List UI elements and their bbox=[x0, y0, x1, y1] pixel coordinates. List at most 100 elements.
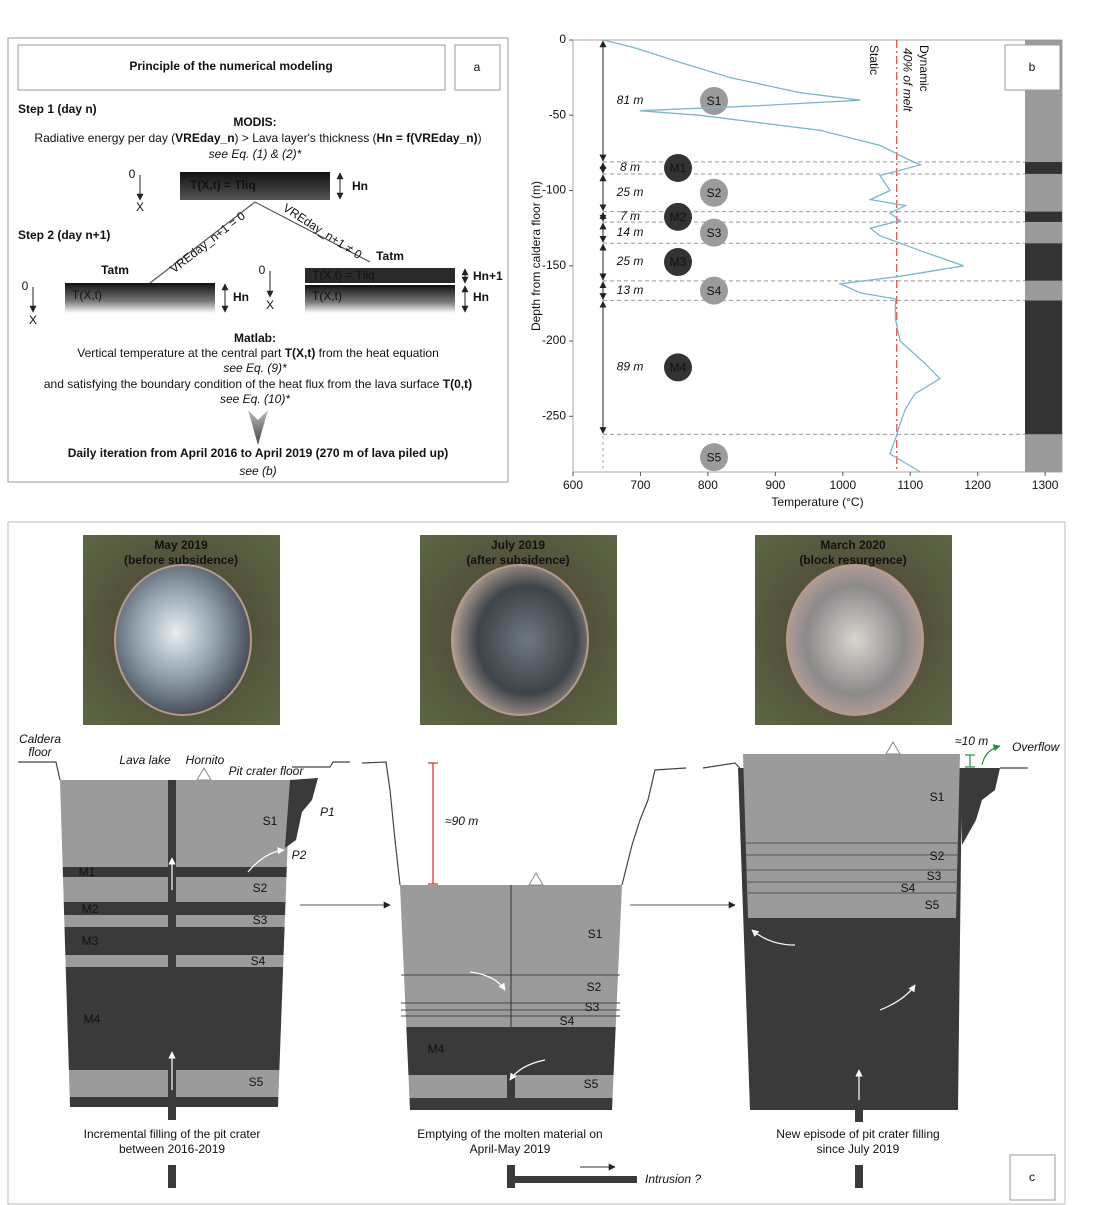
unit-label: S1 bbox=[263, 814, 278, 828]
text-run: Radiative energy per day ( bbox=[34, 131, 175, 145]
static-label: Static bbox=[867, 45, 881, 75]
thickness-label: Hn+1 bbox=[473, 269, 503, 283]
text-run: and satisfying the boundary condition of… bbox=[44, 377, 443, 391]
unit-label: S1 bbox=[930, 790, 945, 804]
photo-date: July 2019 bbox=[491, 538, 545, 552]
section-heading: Matlab: bbox=[234, 331, 276, 345]
annotation: Overflow bbox=[1012, 740, 1061, 754]
thickness-label: Hn bbox=[473, 290, 489, 304]
unit-label: M3 bbox=[82, 934, 99, 948]
thickness-label: Hn bbox=[233, 290, 249, 304]
text-line: Vertical temperature at the central part… bbox=[77, 346, 439, 360]
x-tick-label: 1000 bbox=[829, 478, 856, 492]
y-tick-label: 0 bbox=[559, 32, 566, 46]
layer-label: T(X,t) = Tliq bbox=[190, 178, 256, 192]
annotation: Intrusion ? bbox=[645, 1172, 701, 1186]
conduit bbox=[855, 1165, 863, 1188]
y-tick-label: -50 bbox=[549, 107, 567, 121]
lithology-layer bbox=[1025, 212, 1062, 223]
thickness-label: 25 m bbox=[616, 185, 644, 199]
x-tick-label: 700 bbox=[630, 478, 650, 492]
panel-letter: c bbox=[1029, 1170, 1035, 1184]
lithology-layer bbox=[1025, 222, 1062, 243]
reference: see Eq. (9)* bbox=[223, 361, 287, 375]
layer-name: S4 bbox=[707, 284, 722, 298]
photo-note: (before subsidence) bbox=[124, 553, 238, 567]
layer-label: T(X,t) bbox=[72, 288, 102, 302]
annotation: Caldera bbox=[19, 732, 61, 746]
axis-origin: 0 bbox=[22, 279, 29, 293]
text-line: and satisfying the boundary condition of… bbox=[44, 377, 472, 391]
annotation: ≈10 m bbox=[955, 734, 988, 748]
unit-label: S3 bbox=[253, 913, 268, 927]
unit-label: M4 bbox=[428, 1042, 445, 1056]
annotation: ≈90 m bbox=[445, 814, 478, 828]
annotation: Lava lake bbox=[119, 753, 171, 767]
photo-date: March 2020 bbox=[820, 538, 886, 552]
step-heading: Step 1 (day n) bbox=[18, 102, 97, 116]
text-run: Vertical temperature at the central part bbox=[77, 346, 284, 360]
text-line: Radiative energy per day (VREday_n) > La… bbox=[34, 131, 481, 145]
unit-label: S3 bbox=[585, 1000, 600, 1014]
annotation: P1 bbox=[320, 805, 335, 819]
unit-label: S3 bbox=[927, 869, 942, 883]
section-heading: MODIS: bbox=[233, 115, 276, 129]
text-run: T(0,t) bbox=[443, 377, 472, 391]
surface-temperature: Tatm bbox=[101, 263, 129, 277]
surface-temperature: Tatm bbox=[376, 249, 404, 263]
lithology-layer bbox=[1025, 300, 1062, 434]
unit-label: M1 bbox=[79, 865, 96, 879]
y-tick-label: -250 bbox=[542, 408, 566, 422]
unit-label: S5 bbox=[249, 1075, 264, 1089]
y-axis-title: Depth from caldera floor (m) bbox=[529, 181, 543, 331]
x-tick-label: 600 bbox=[563, 478, 583, 492]
text-run: from the heat equation bbox=[315, 346, 438, 360]
unit-label: S1 bbox=[588, 927, 603, 941]
caption: between 2016-2019 bbox=[119, 1142, 225, 1156]
x-tick-label: 900 bbox=[765, 478, 785, 492]
step-heading: Step 2 (day n+1) bbox=[18, 228, 110, 242]
axis-label: X bbox=[136, 200, 144, 214]
lithology-layer bbox=[1025, 281, 1062, 301]
y-tick-label: -150 bbox=[542, 258, 566, 272]
conclusion: Daily iteration from April 2016 to April… bbox=[68, 446, 449, 460]
conduit bbox=[507, 1075, 515, 1110]
reference: see Eq. (1) & (2)* bbox=[209, 147, 302, 161]
annotation: Pit crater floor bbox=[229, 764, 305, 778]
unit-label: S2 bbox=[930, 849, 945, 863]
layer-name: M4 bbox=[670, 361, 687, 375]
conduit bbox=[168, 1165, 176, 1188]
unit-label: S2 bbox=[587, 980, 602, 994]
layer-label: T(X,t) bbox=[312, 289, 342, 303]
thickness-label: 25 m bbox=[616, 254, 644, 268]
text-run: Hn = f(VREday_n) bbox=[377, 131, 478, 145]
x-tick-label: 800 bbox=[698, 478, 718, 492]
caption: New episode of pit crater filling bbox=[776, 1127, 939, 1141]
text-run: ) > Lava layer's thickness ( bbox=[235, 131, 377, 145]
unit-label: S4 bbox=[251, 954, 266, 968]
lithology-layer bbox=[1025, 434, 1062, 472]
dynamic-label: Dynamic bbox=[917, 45, 931, 92]
x-tick-label: 1300 bbox=[1032, 478, 1059, 492]
lava-lake bbox=[452, 565, 588, 715]
thickness-label: 13 m bbox=[617, 283, 644, 297]
figure: Principle of the numerical modelingaStep… bbox=[0, 0, 1111, 1205]
caption: since July 2019 bbox=[817, 1142, 900, 1156]
panel-title: Principle of the numerical modeling bbox=[129, 59, 332, 73]
x-tick-label: 1200 bbox=[964, 478, 991, 492]
text-run: ) bbox=[478, 131, 482, 145]
thickness-label: 7 m bbox=[620, 209, 640, 223]
thickness-label: 81 m bbox=[617, 93, 644, 107]
thickness-label: 89 m bbox=[617, 360, 644, 374]
layer-label: T(X,t) = Tliq bbox=[312, 268, 375, 282]
layer-name: M2 bbox=[670, 210, 687, 224]
conduit bbox=[855, 1110, 863, 1122]
photo-date: May 2019 bbox=[154, 538, 208, 552]
unit-label: M2 bbox=[82, 902, 99, 916]
unit-label: M4 bbox=[84, 1012, 101, 1026]
thickness-label: 14 m bbox=[617, 225, 644, 239]
x-axis-title: Temperature (°C) bbox=[771, 495, 863, 509]
photo-note: (after subsidence) bbox=[466, 553, 569, 567]
unit-label: S2 bbox=[253, 881, 268, 895]
text-run: VREday_n bbox=[175, 131, 234, 145]
